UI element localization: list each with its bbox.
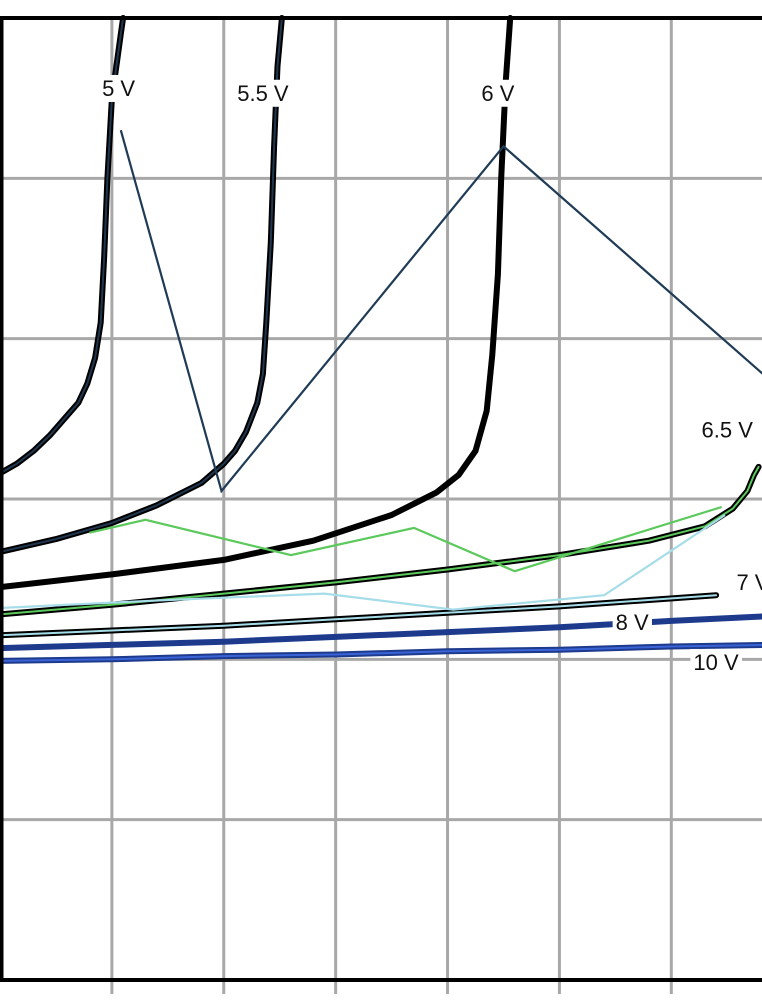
curve-label-background [234, 79, 292, 107]
curve-label-group: 7 V [733, 568, 762, 596]
curve-label-group: 6.5 V [698, 416, 757, 444]
series-line-6v [0, 15, 514, 591]
curve-label-background [478, 79, 518, 107]
curve-label-background [99, 74, 139, 102]
curve-labels: 5 V 5.5 V 6 V 6.5 V 7 V 8 V 10 V [99, 74, 762, 676]
zigzag-line-3 [0, 514, 726, 611]
curve-label: 7 V [736, 570, 762, 595]
curve-label-background [612, 608, 652, 636]
curve-label: 5.5 V [237, 81, 289, 106]
zigzag-line-2 [89, 505, 723, 573]
series-highlight-6-5v [0, 465, 760, 616]
series-highlight-10v [0, 644, 762, 662]
curve-label-group: 10 V [690, 648, 743, 676]
curve-label: 6.5 V [702, 417, 754, 442]
curve-label-group: 6 V [478, 79, 518, 107]
curve-label-background [690, 648, 743, 676]
curve-label: 8 V [616, 610, 649, 635]
series-line-7v [0, 592, 720, 639]
plot-frame [0, 16, 762, 982]
grid [0, 18, 762, 994]
curve-label: 5 V [102, 76, 135, 101]
curve-label: 6 V [481, 81, 514, 106]
curve-label: 10 V [693, 650, 739, 675]
zigzag-lines [0, 129, 762, 611]
curve-label-group: 5 V [99, 74, 139, 102]
series-highlight-7v [0, 594, 718, 637]
curve-label-background [698, 416, 757, 444]
curve-label-group: 5.5 V [234, 79, 292, 107]
zigzag-line-1 [119, 129, 762, 494]
curves [0, 15, 762, 664]
series-line-8v [0, 613, 762, 652]
series-highlight-5-5v [0, 17, 283, 553]
curve-label-background [733, 568, 762, 596]
series-highlight-5v [0, 17, 125, 475]
curve-label-group: 8 V [612, 608, 652, 636]
